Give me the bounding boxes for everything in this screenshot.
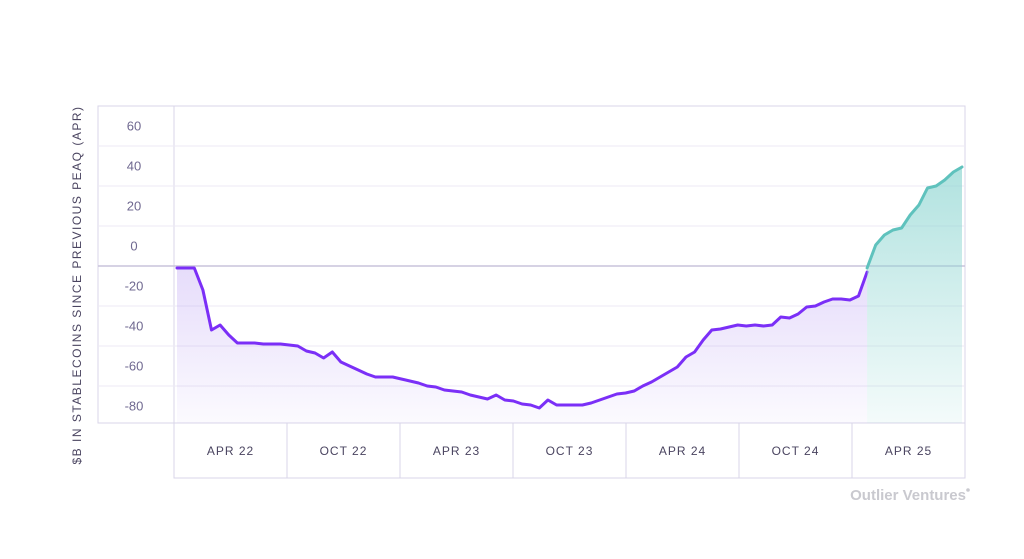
x-tick-label: APR 22 <box>207 444 254 458</box>
y-tick-label: 60 <box>127 118 141 133</box>
line <box>865 165 964 270</box>
line <box>175 266 869 410</box>
y-tick-label: -80 <box>125 398 144 413</box>
brand: Outlier Ventures <box>850 487 966 504</box>
y-tick-label: 0 <box>130 238 137 253</box>
area <box>867 167 962 423</box>
x-tick-label: OCT 24 <box>772 444 820 458</box>
y-tick-label: -40 <box>125 318 144 333</box>
y-axis-title: $B IN STABLECOINS SINCE PREVIOUS PEAQ (A… <box>70 105 84 464</box>
label-column <box>97 105 175 424</box>
x-tick-label: OCT 23 <box>546 444 594 458</box>
x-tick-label: APR 24 <box>659 444 706 458</box>
x-tick-label: APR 25 <box>885 444 932 458</box>
y-tick-label: -20 <box>125 278 144 293</box>
brand-mark <box>966 488 970 492</box>
area <box>177 268 868 423</box>
y-tick-label: 40 <box>127 158 141 173</box>
x-tick-label: OCT 22 <box>320 444 368 458</box>
x-tick-label: APR 23 <box>433 444 480 458</box>
y-tick-label: 20 <box>127 198 141 213</box>
y-tick-label: -60 <box>125 358 144 373</box>
